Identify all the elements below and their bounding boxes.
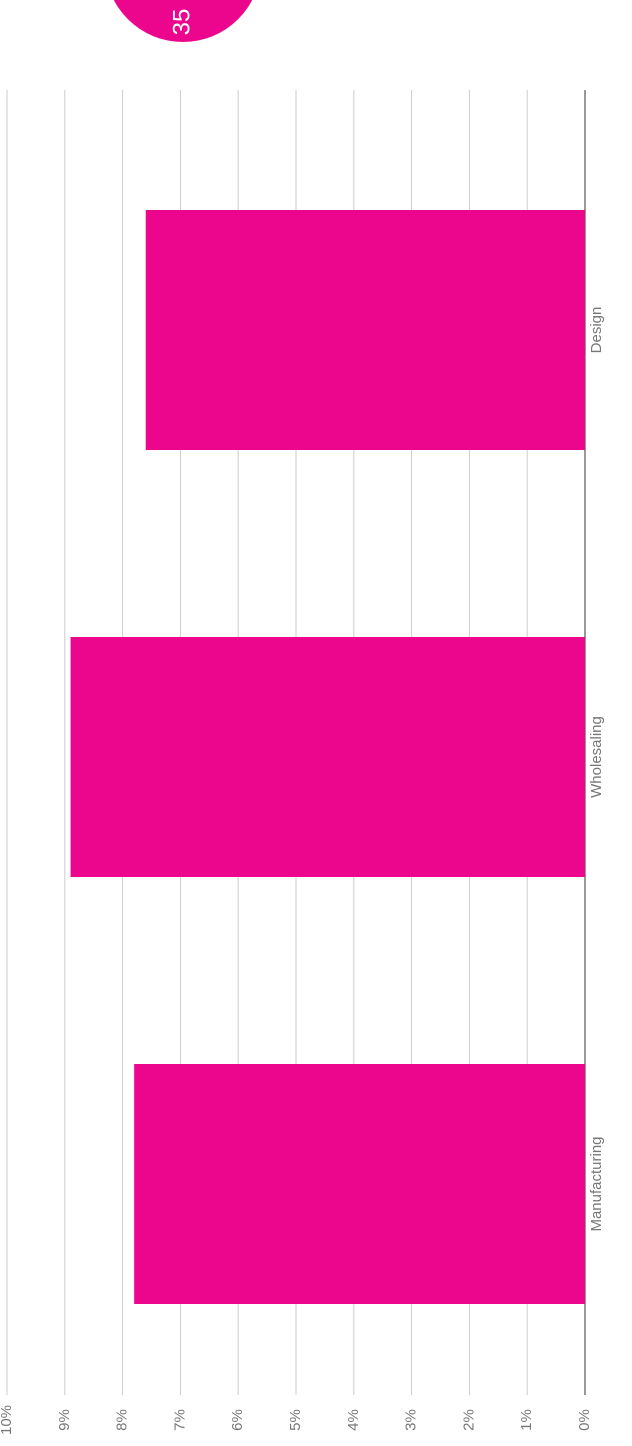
- y-tick-label: 9%: [56, 1409, 73, 1431]
- x-tick-label: Manufacturing: [588, 1136, 605, 1231]
- y-tick-label: 8%: [114, 1409, 131, 1431]
- y-tick-label: 1%: [518, 1409, 535, 1431]
- y-tick-label: 5%: [287, 1409, 304, 1431]
- bar: [70, 637, 585, 877]
- y-tick-label: 6%: [229, 1409, 246, 1431]
- y-tick-label: 2%: [460, 1409, 477, 1431]
- badge-circle: [113, 0, 253, 42]
- bar: [134, 1064, 585, 1304]
- x-tick-label: Wholesaling: [588, 716, 605, 798]
- y-tick-label: 0%: [576, 1409, 593, 1431]
- badge-text: 35: [168, 9, 195, 36]
- y-tick-label: 7%: [171, 1409, 188, 1431]
- y-tick-label: 10%: [0, 1405, 15, 1435]
- bar: [145, 210, 585, 450]
- x-tick-label: Design: [588, 307, 605, 354]
- y-tick-label: 3%: [403, 1409, 420, 1431]
- y-tick-label: 4%: [345, 1409, 362, 1431]
